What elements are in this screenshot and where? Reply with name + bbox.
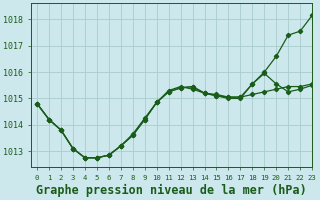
X-axis label: Graphe pression niveau de la mer (hPa): Graphe pression niveau de la mer (hPa) — [36, 183, 307, 197]
